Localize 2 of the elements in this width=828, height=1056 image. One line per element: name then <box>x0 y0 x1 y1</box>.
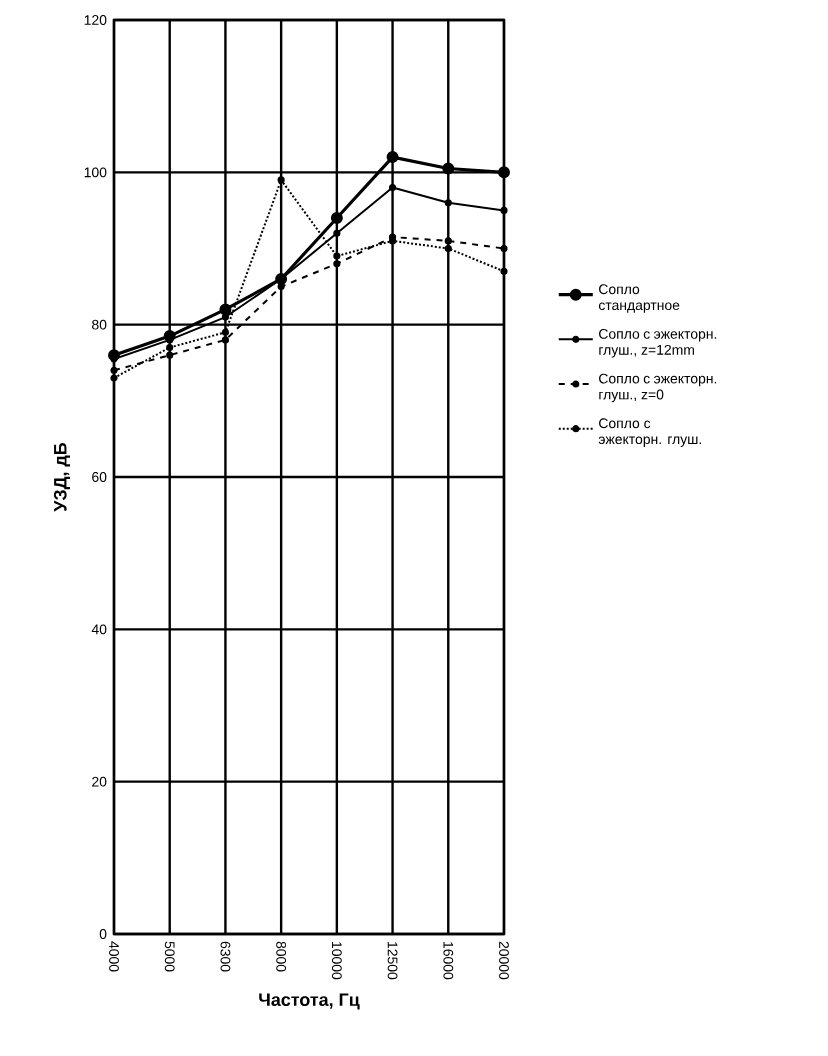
x-axis-title: Частота, Гц <box>259 993 360 1010</box>
y-axis-title: УЗД, дБ <box>53 442 70 512</box>
